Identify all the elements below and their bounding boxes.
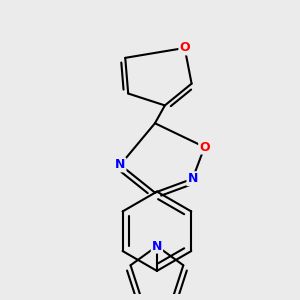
Text: O: O (199, 140, 210, 154)
Text: O: O (179, 41, 190, 55)
Text: N: N (152, 240, 162, 253)
Text: N: N (115, 158, 125, 171)
Text: N: N (188, 172, 198, 185)
